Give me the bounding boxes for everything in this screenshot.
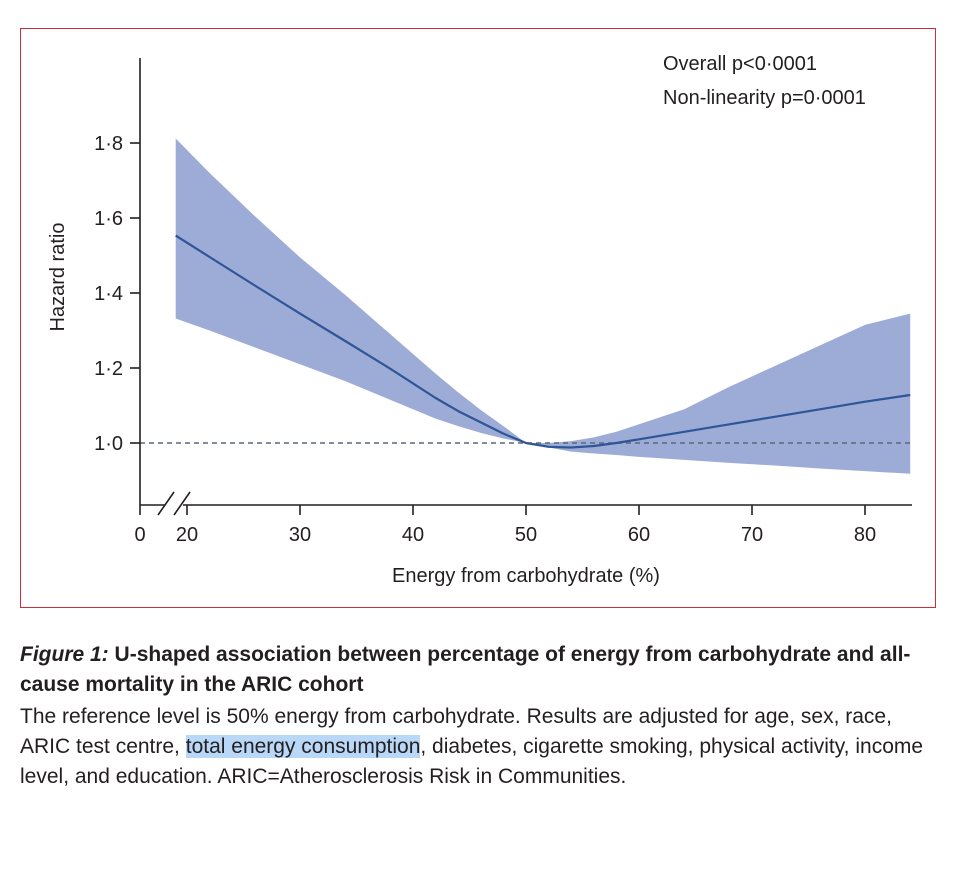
y-tick-label-0: 1·0 (94, 433, 123, 455)
x-tick-label-2: 30 (289, 524, 311, 546)
y-tick-label-1: 1·2 (94, 358, 123, 380)
x-tick-label-3: 40 (402, 524, 424, 546)
caption-title: Figure 1: U-shaped association between p… (20, 640, 940, 700)
x-tick-label-0: 0 (134, 524, 145, 546)
figure-frame (20, 28, 936, 608)
x-tick-label-4: 50 (515, 524, 537, 546)
axis-break-mark-2 (173, 491, 191, 516)
y-tick-label-2: 1·4 (94, 283, 123, 305)
y-tick-label-3: 1·6 (94, 208, 123, 230)
figure-label: Figure 1: (20, 643, 109, 666)
caption-body: The reference level is 50% energy from c… (20, 702, 940, 792)
axis-break-mark-1 (157, 491, 175, 516)
x-tick-label-7: 80 (854, 524, 876, 546)
confidence-band (175, 138, 911, 474)
y-axis-title: Hazard ratio (47, 223, 69, 332)
hazard-ratio-line (175, 234, 911, 449)
chart: 1·0 1·2 1·4 1·6 1·8 0 20 30 40 50 60 70 80 Overall p… (47, 53, 912, 587)
x-tick-label-1: 20 (176, 524, 198, 546)
caption-body-text: The reference level is 50% energy from c… (20, 705, 892, 758)
caption-highlighted-text[interactable]: total energy consumption (185, 735, 421, 758)
annotation-overall-p: Overall p<0·0001 (663, 53, 817, 75)
y-tick-label-4: 1·8 (94, 133, 123, 155)
figure-caption: Figure 1: U-shaped association between p… (20, 640, 940, 792)
x-tick-label-6: 70 (741, 524, 763, 546)
x-axis-title: Energy from carbohydrate (%) (392, 565, 660, 587)
annotation-nonlinearity-p: Non-linearity p=0·0001 (663, 87, 866, 109)
x-tick-label-5: 60 (628, 524, 650, 546)
caption-body-text-end: , diabetes, cigarette smoking, physical … (20, 735, 924, 788)
caption-title-text: U-shaped association between percentage … (20, 643, 911, 696)
